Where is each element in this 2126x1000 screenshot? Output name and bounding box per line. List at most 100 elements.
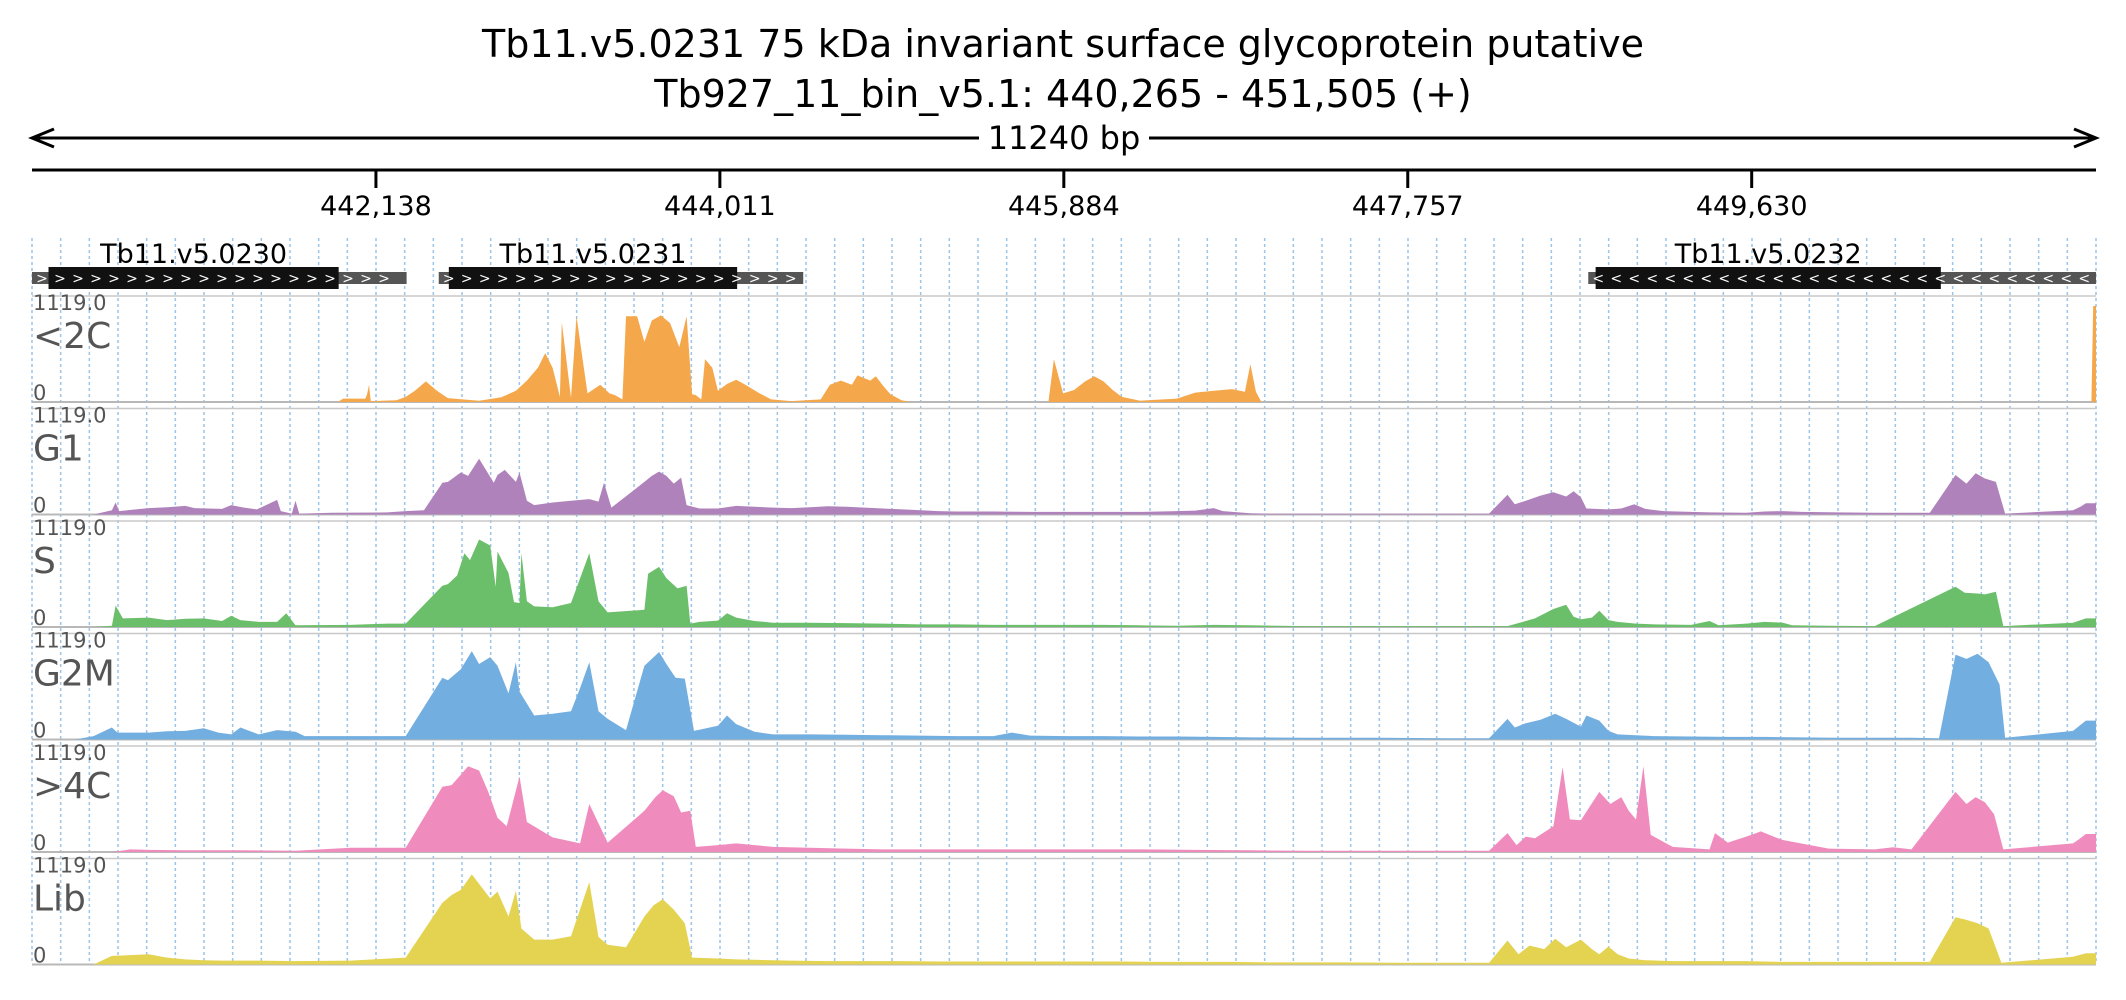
strand-arrow-glyph: < xyxy=(2042,271,2054,287)
strand-arrow-glyph: > xyxy=(306,271,318,287)
series-label: <2C xyxy=(33,316,111,357)
strand-arrow-glyph: > xyxy=(144,271,156,287)
strand-arrow-glyph: < xyxy=(1898,271,1910,287)
span-indicator: 11240 bp xyxy=(28,119,2100,157)
strand-arrow-glyph: > xyxy=(180,271,192,287)
strand-arrow-glyph: > xyxy=(270,271,282,287)
strand-arrow-glyph: < xyxy=(1808,271,1820,287)
strand-arrow-glyph: > xyxy=(515,271,527,287)
strand-arrow-glyph: > xyxy=(731,271,743,287)
strand-arrow-glyph: > xyxy=(533,271,545,287)
strand-arrow-glyph: > xyxy=(443,271,455,287)
gene-cds xyxy=(48,267,339,289)
track-2c: 1119.0 0 <2C xyxy=(32,291,2096,405)
series-label: G2M xyxy=(33,654,115,695)
track-g1: 1119.0 0 G1 xyxy=(32,404,2096,518)
coverage-area xyxy=(32,874,2096,965)
strand-arrow-glyph: > xyxy=(479,271,491,287)
strand-arrow-glyph: < xyxy=(1772,271,1784,287)
span-arrowhead-right xyxy=(2073,127,2100,149)
y-max-label: 1119.0 xyxy=(33,291,106,315)
series-label: >4C xyxy=(33,766,111,807)
series-label: G1 xyxy=(33,429,84,470)
gene-cds xyxy=(1595,267,1941,289)
strand-arrow-glyph: > xyxy=(695,271,707,287)
strand-arrow-glyph: > xyxy=(569,271,581,287)
strand-arrow-glyph: > xyxy=(342,271,354,287)
chart-subtitle: Tb927_11_bin_v5.1: 440,265 - 451,505 (+) xyxy=(654,72,1472,116)
strand-arrow-glyph: > xyxy=(378,271,390,287)
strand-arrow-glyph: > xyxy=(767,271,779,287)
strand-arrow-glyph: > xyxy=(36,271,48,287)
strand-arrow-glyph: > xyxy=(605,271,617,287)
strand-arrow-glyph: > xyxy=(587,271,599,287)
strand-arrow-glyph: > xyxy=(216,271,228,287)
strand-arrow-glyph: < xyxy=(1610,271,1622,287)
strand-arrow-glyph: < xyxy=(1880,271,1892,287)
gene-label: Tb11.v5.0232 xyxy=(1674,239,1862,270)
strand-arrow-glyph: > xyxy=(126,271,138,287)
strand-arrow-glyph: < xyxy=(1736,271,1748,287)
strand-arrow-glyph: > xyxy=(54,271,66,287)
x-tick-label: 442,138 xyxy=(320,191,432,222)
series-label: Lib xyxy=(33,879,86,920)
strand-arrow-glyph: > xyxy=(623,271,635,287)
span-arrowhead-left xyxy=(28,127,55,149)
y-min-label: 0 xyxy=(33,831,46,855)
strand-arrow-glyph: < xyxy=(1988,271,2000,287)
strand-arrow-glyph: > xyxy=(90,271,102,287)
strand-arrow-glyph: > xyxy=(659,271,671,287)
strand-arrow-glyph: > xyxy=(713,271,725,287)
y-max-label: 1119.0 xyxy=(33,404,106,428)
coverage-area xyxy=(32,651,2096,740)
strand-arrow-glyph: > xyxy=(641,271,653,287)
strand-arrow-glyph: < xyxy=(1934,271,1946,287)
gene-cds xyxy=(448,267,738,289)
track-4c: 1119.0 0 >4C xyxy=(32,741,2096,855)
strand-arrow-glyph: < xyxy=(2060,271,2072,287)
strand-arrow-glyph: < xyxy=(1628,271,1640,287)
strand-arrow-glyph: > xyxy=(162,271,174,287)
strand-arrow-glyph: < xyxy=(1682,271,1694,287)
coverage-area xyxy=(32,458,2096,515)
gene-label: Tb11.v5.0231 xyxy=(498,239,686,270)
strand-arrow-glyph: < xyxy=(2006,271,2018,287)
strand-arrow-glyph: < xyxy=(1754,271,1766,287)
strand-arrow-glyph: > xyxy=(360,271,372,287)
strand-arrow-glyph: > xyxy=(497,271,509,287)
strand-arrow-glyph: < xyxy=(2078,271,2090,287)
strand-arrow-glyph: < xyxy=(1664,271,1676,287)
strand-arrow-glyph: > xyxy=(785,271,797,287)
strand-arrow-glyph: < xyxy=(1700,271,1712,287)
chart-title: Tb11.v5.0231 75 kDa invariant surface gl… xyxy=(481,22,1644,66)
strand-arrow-glyph: < xyxy=(1862,271,1874,287)
gene-track: > > > > > > > > > > > > > > > > > > > >Tb11.v5.0230> > > > > > > >… xyxy=(32,239,2096,289)
strand-arrow-glyph: > xyxy=(234,271,246,287)
strand-arrow-glyph: > xyxy=(551,271,563,287)
y-max-label: 1119.0 xyxy=(33,854,106,878)
y-max-label: 1119.0 xyxy=(33,741,106,765)
y-max-label: 1119.0 xyxy=(33,516,106,540)
strand-arrow-glyph: < xyxy=(1646,271,1658,287)
strand-arrow-glyph: < xyxy=(2024,271,2036,287)
strand-arrow-glyph: > xyxy=(288,271,300,287)
gene-label: Tb11.v5.0230 xyxy=(99,239,287,270)
strand-arrow-glyph: < xyxy=(1844,271,1856,287)
track-s: 1119.0 0 S xyxy=(32,516,2096,630)
y-min-label: 0 xyxy=(33,494,46,518)
x-axis: 442,138 444,011 445,884 447,757 449,630 xyxy=(32,168,2096,222)
x-tick-label: 449,630 xyxy=(1696,191,1808,222)
coverage-area xyxy=(32,766,2096,852)
strand-arrow-glyph: < xyxy=(1952,271,1964,287)
coverage-area xyxy=(32,306,2096,402)
y-min-label: 0 xyxy=(33,944,46,968)
strand-arrow-glyph: > xyxy=(749,271,761,287)
span-label: 11240 bp xyxy=(988,119,1141,157)
strand-arrow-glyph: < xyxy=(1592,271,1604,287)
strand-arrow-glyph: > xyxy=(108,271,120,287)
strand-arrow-glyph: > xyxy=(461,271,473,287)
track-lib: 1119.0 0 Lib xyxy=(32,854,2096,968)
grid-lines xyxy=(31,238,2097,962)
x-tick-label: 447,757 xyxy=(1352,191,1464,222)
